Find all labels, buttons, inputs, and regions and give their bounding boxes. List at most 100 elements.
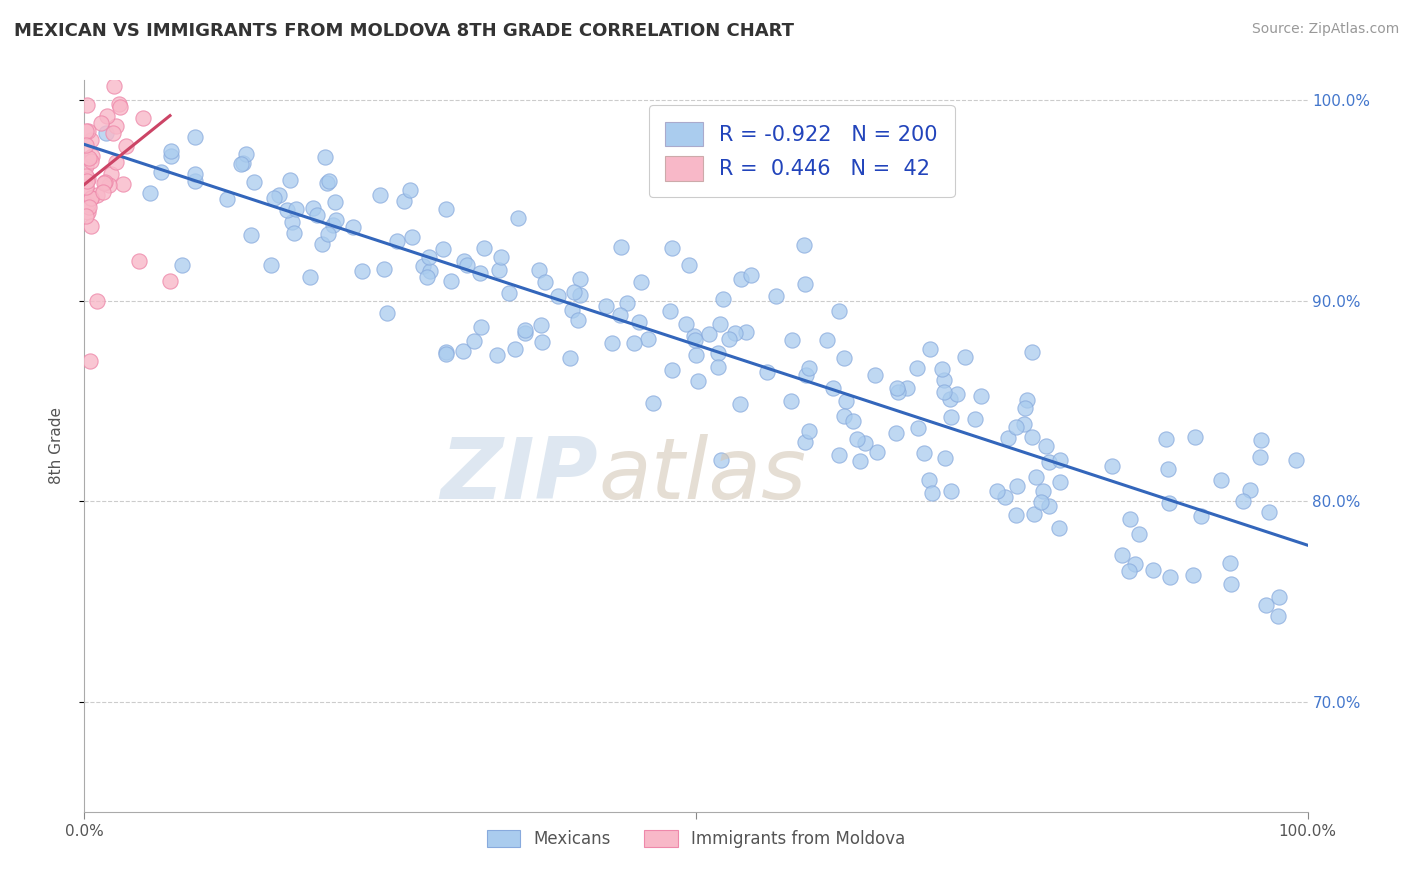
Point [112,177,135,191]
Point [547,289,569,303]
Point [1017,392,1039,407]
Point [280,173,302,187]
Point [322,219,344,233]
Point [628,315,651,329]
Point [661,363,683,377]
Point [1101,458,1123,473]
Point [80,133,103,147]
Point [314,150,336,164]
Point [918,474,941,488]
Point [302,201,325,215]
Point [508,211,530,226]
Point [697,326,720,341]
Text: atlas: atlas [598,434,806,516]
Point [80,154,103,169]
Point [600,336,623,351]
Point [1159,570,1181,584]
Point [86,293,108,308]
Text: ZIP: ZIP [440,434,598,516]
Point [953,350,976,364]
Point [1049,475,1071,489]
Point [659,304,682,318]
Point [842,414,865,428]
Point [1128,527,1150,541]
Point [735,326,758,340]
Point [416,269,439,284]
Point [1014,401,1036,416]
Point [1024,508,1046,522]
Point [707,345,730,359]
Point [527,263,550,277]
Point [1021,430,1043,444]
Point [832,351,855,365]
Point [298,269,321,284]
Point [170,258,193,272]
Point [970,389,993,403]
Point [150,165,173,179]
Point [1025,470,1047,484]
Point [100,167,122,181]
Point [740,268,762,283]
Point [498,285,520,300]
Point [105,154,128,169]
Point [412,259,434,273]
Point [91,185,114,199]
Point [912,446,935,460]
Point [934,450,956,465]
Point [229,157,252,171]
Point [717,332,740,346]
Point [184,168,207,182]
Point [616,295,638,310]
Point [472,242,495,256]
Text: MEXICAN VS IMMIGRANTS FROM MOLDOVA 8TH GRADE CORRELATION CHART: MEXICAN VS IMMIGRANTS FROM MOLDOVA 8TH G… [14,22,794,40]
Point [794,368,817,382]
Point [963,412,986,426]
Point [318,227,340,241]
Point [884,425,907,440]
Point [103,79,125,94]
Point [419,264,441,278]
Point [793,238,815,252]
Point [630,275,652,289]
Point [921,485,943,500]
Point [941,483,963,498]
Point [240,228,263,243]
Point [451,343,474,358]
Point [709,317,731,331]
Point [530,318,553,333]
Point [765,289,787,303]
Point [780,333,803,347]
Point [434,347,457,361]
Point [1049,452,1071,467]
Point [285,202,308,216]
Point [75,180,97,194]
Point [558,351,581,365]
Point [235,147,257,161]
Point [269,187,291,202]
Point [375,306,398,320]
Point [96,127,118,141]
Point [1209,473,1232,487]
Point [86,188,108,202]
Point [283,226,305,240]
Point [1157,496,1180,510]
Point [907,421,929,435]
Point [75,138,97,153]
Point [139,186,162,200]
Point [80,191,103,205]
Point [307,208,329,222]
Point [90,116,112,130]
Point [793,434,815,449]
Point [311,237,333,252]
Point [387,235,409,249]
Point [281,215,304,229]
Point [485,348,508,362]
Point [530,334,553,349]
Point [1118,512,1140,526]
Point [160,144,183,158]
Point [827,303,849,318]
Point [315,176,337,190]
Point [986,484,1008,499]
Point [96,109,118,123]
Point [184,174,207,188]
